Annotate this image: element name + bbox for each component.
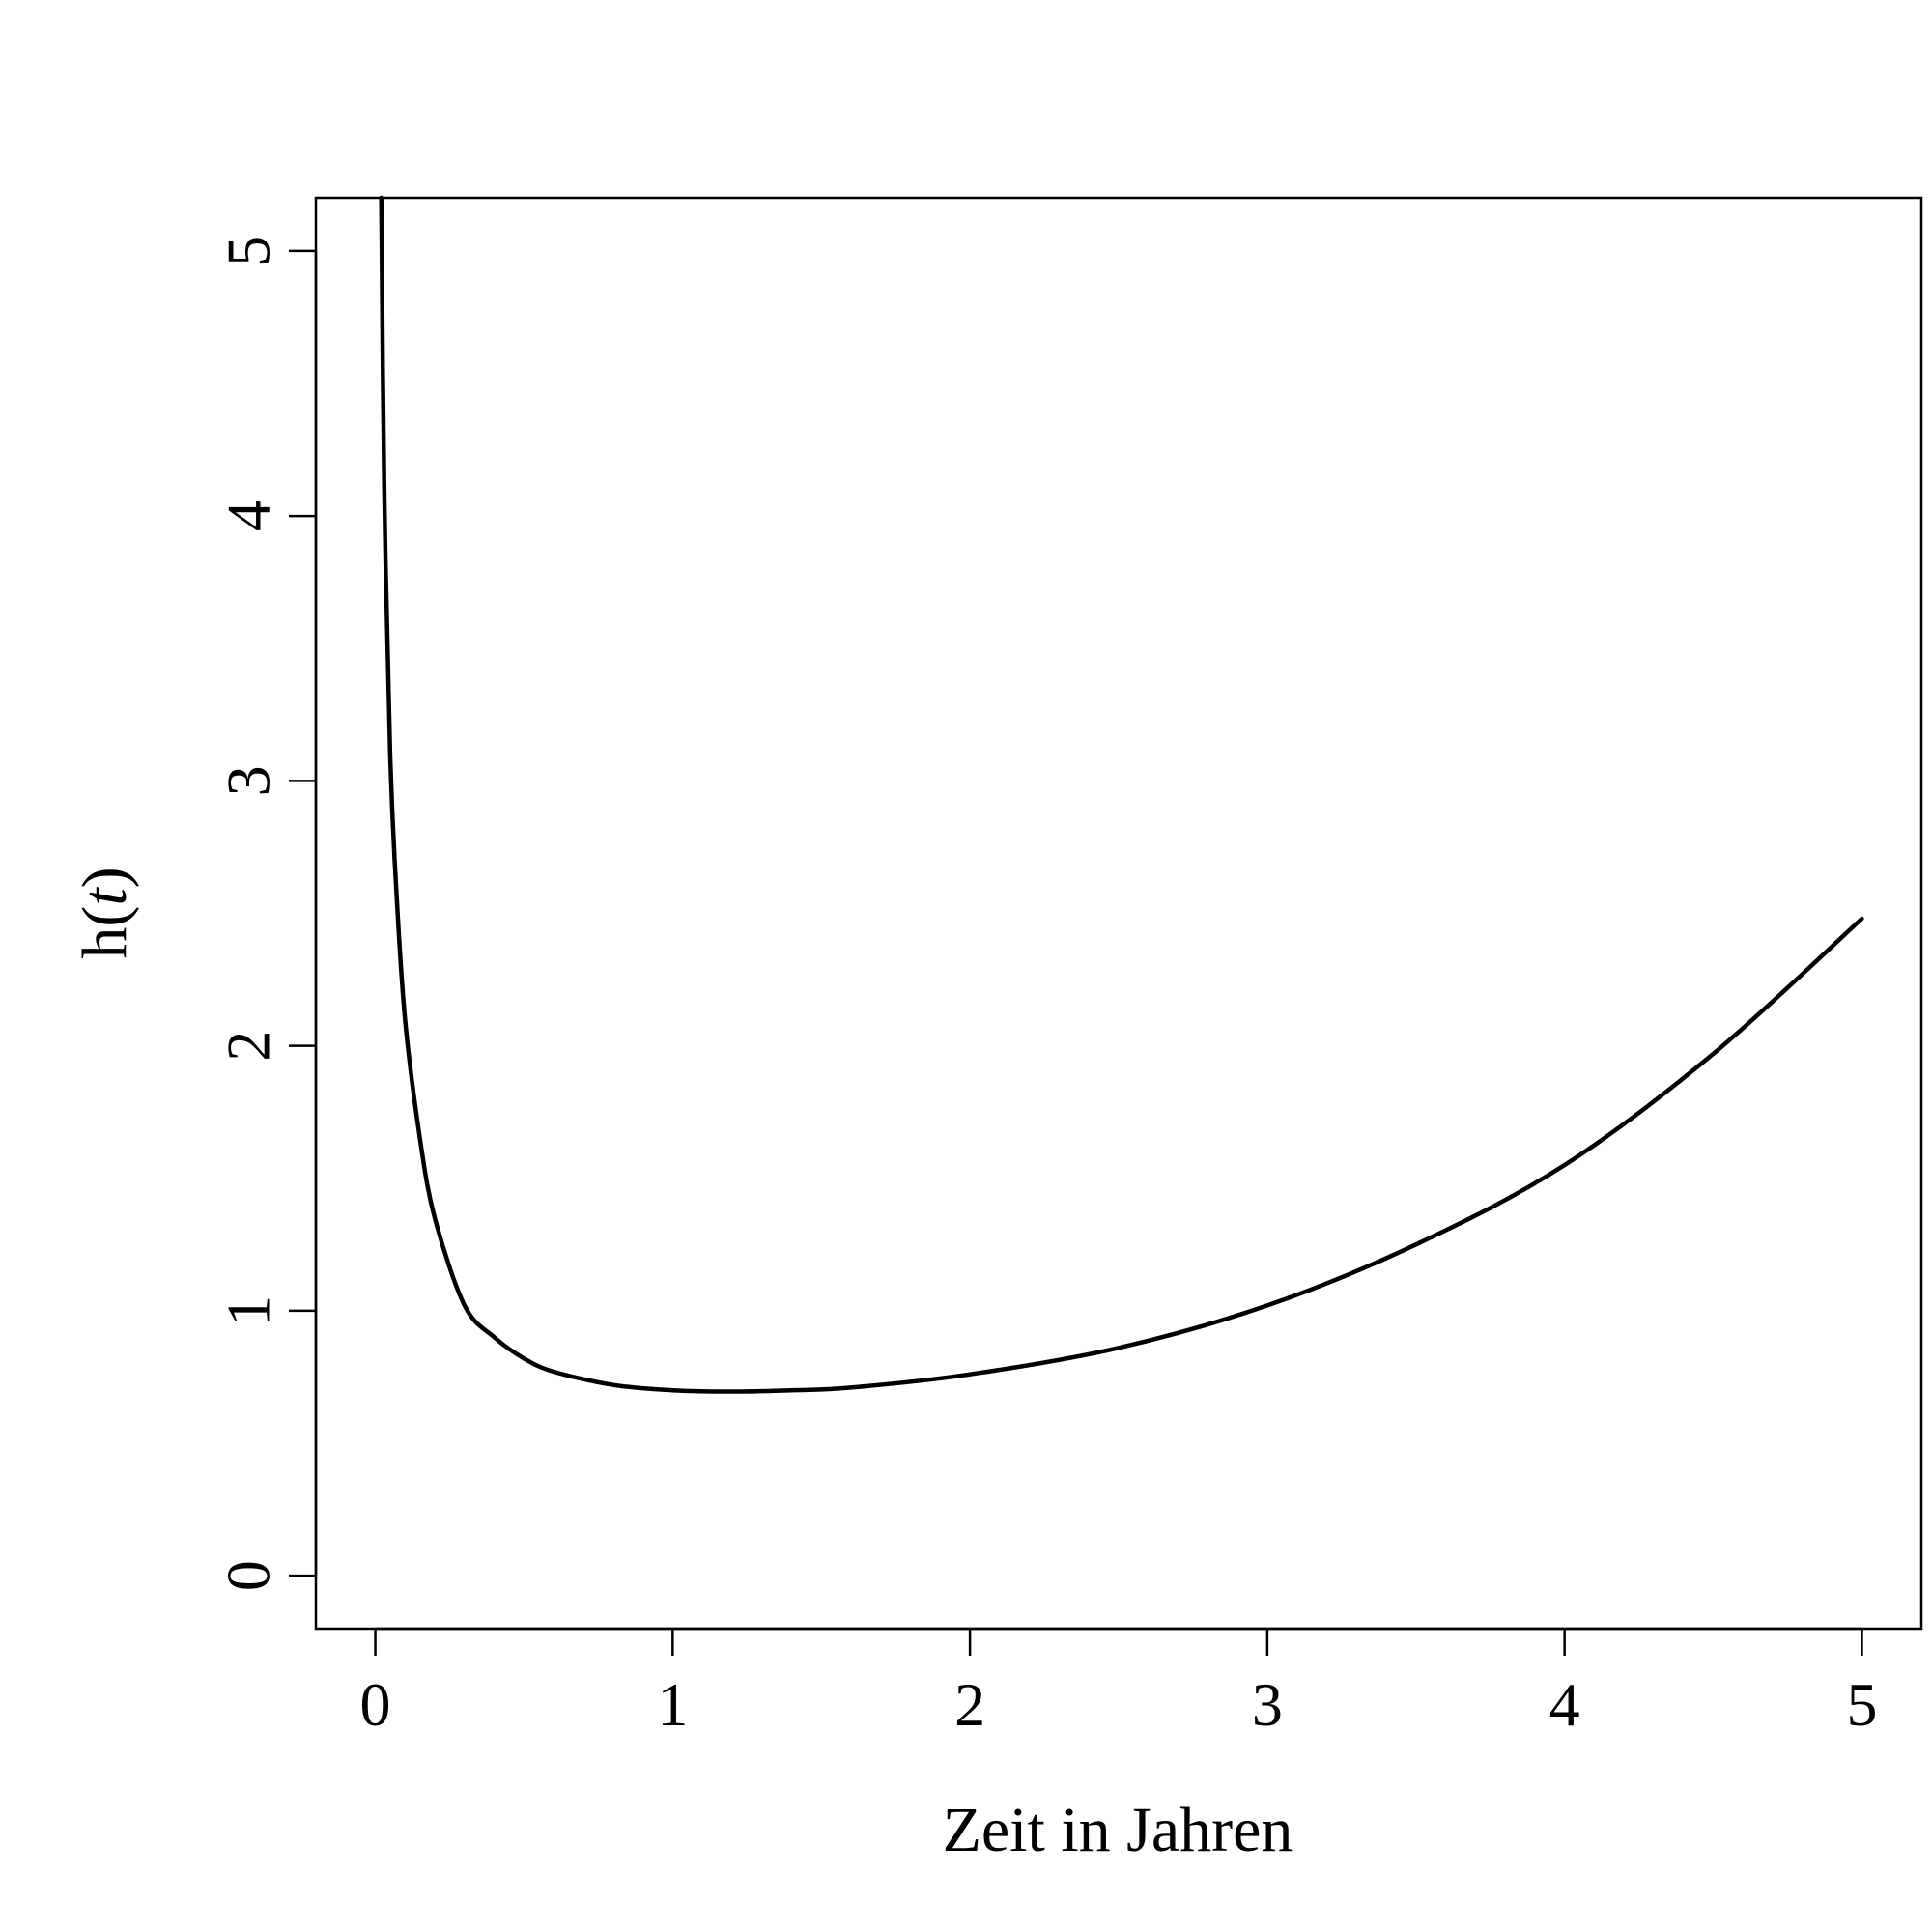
y-tick-label: 2 (214, 1031, 283, 1062)
x-tick-label: 4 (1549, 1670, 1580, 1739)
series-line (379, 195, 1864, 1394)
plot-frame (314, 196, 1923, 1631)
y-tick-label: 4 (214, 500, 283, 531)
x-tick-label: 0 (360, 1670, 391, 1739)
y-tick-label: 3 (214, 765, 283, 796)
x-tick-label: 3 (1252, 1670, 1283, 1739)
x-tick-label: 5 (1846, 1670, 1877, 1739)
y-axis-title: h(t) (70, 867, 140, 958)
x-tick-label: 2 (954, 1670, 985, 1739)
x-axis: 0 1 2 3 4 5 (360, 1627, 1877, 1739)
y-axis: 0 1 2 3 4 5 (214, 236, 318, 1591)
x-axis-title: Zeit in Jahren (943, 1795, 1293, 1865)
y-tick-label: 5 (214, 236, 283, 267)
y-tick-label: 0 (214, 1560, 283, 1591)
y-tick-label: 1 (214, 1295, 283, 1326)
x-tick-label: 1 (657, 1670, 688, 1739)
